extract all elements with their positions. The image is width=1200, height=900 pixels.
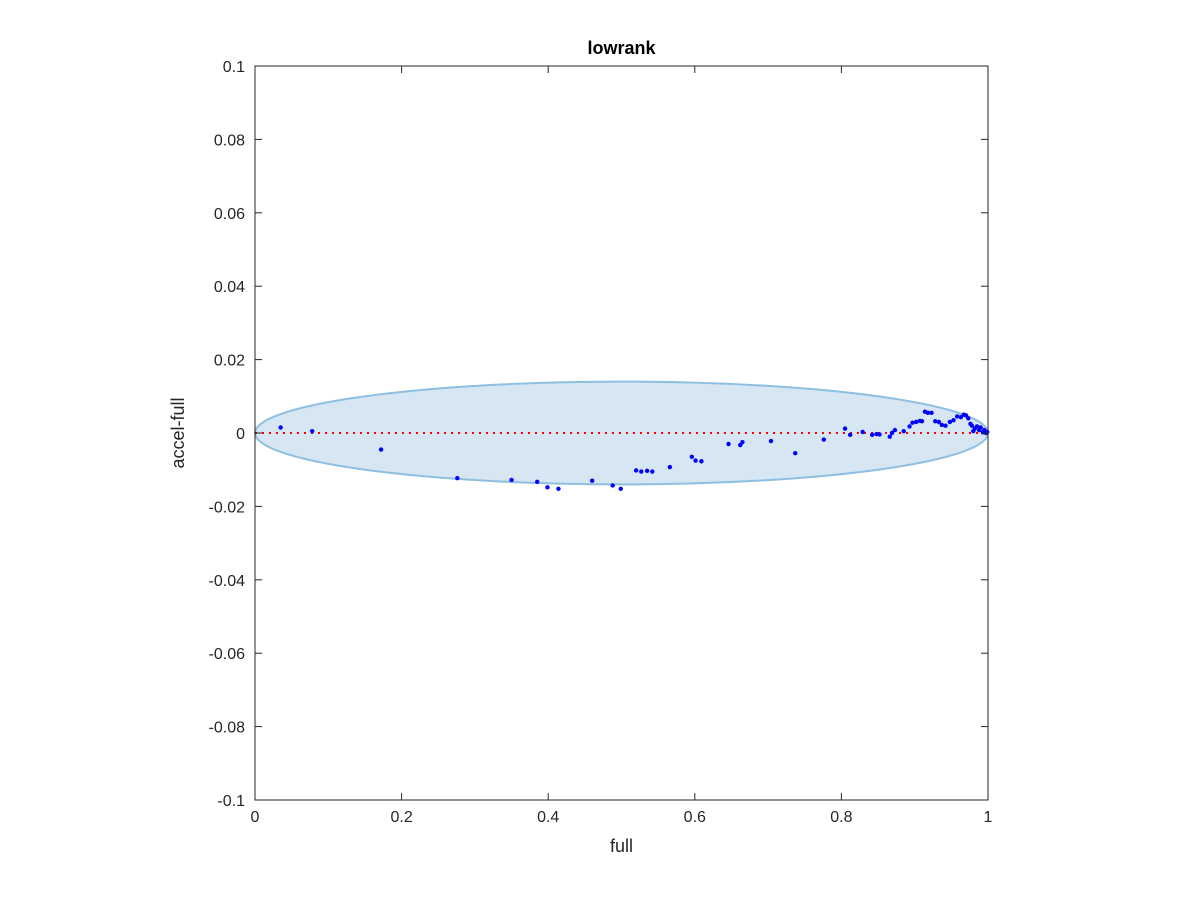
y-tick-label: 0.1 [223, 59, 245, 76]
data-point [726, 441, 731, 447]
data-point [933, 419, 938, 424]
data-point [969, 423, 975, 428]
data-point [974, 424, 980, 429]
data-point [958, 415, 964, 420]
axis-ticks: 0 0.2 0.4 0.6 0.8 1 -0.1 -0.08 -0.06 -0.04 -0.02 0 0… [209, 59, 993, 826]
x-tick-label: 1 [984, 809, 993, 826]
data-point [455, 475, 460, 481]
data-point [907, 424, 912, 429]
chart-title: lowrank [587, 38, 656, 58]
data-point [309, 428, 315, 434]
data-point [978, 425, 983, 430]
data-point [913, 419, 919, 425]
data-point [966, 416, 971, 421]
data-point [887, 434, 892, 439]
data-point [943, 423, 948, 428]
data-point [633, 468, 639, 473]
y-tick-label: 0 [236, 426, 245, 443]
data-point [509, 477, 514, 483]
data-point [378, 447, 384, 452]
data-point [889, 430, 895, 436]
data-point [699, 459, 704, 464]
data-point [644, 468, 650, 474]
data-point [910, 420, 915, 425]
data-point [740, 439, 745, 445]
y-tick-label: 0.02 [214, 353, 245, 370]
data-point [842, 426, 848, 431]
axes-frame [254, 65, 989, 801]
data-point [667, 464, 673, 470]
data-point [892, 427, 898, 433]
y-tick-label: 0.06 [214, 206, 245, 223]
y-tick-label: 0.04 [214, 279, 245, 296]
y-tick-label: -0.02 [209, 499, 246, 516]
data-point [869, 432, 875, 438]
data-point [793, 450, 798, 456]
x-axis-label: full [610, 836, 633, 856]
data-point [535, 479, 540, 485]
x-tick-label: 0.8 [830, 809, 852, 826]
data-point [556, 486, 561, 491]
data-point [650, 469, 655, 474]
data-point [768, 438, 774, 444]
y-tick-label: -0.04 [209, 573, 246, 590]
y-axis-label: accel-full [168, 397, 188, 468]
data-point [947, 419, 953, 425]
y-tick-label: -0.08 [209, 720, 246, 737]
data-point [847, 432, 853, 438]
y-tick-label: 0.08 [214, 132, 245, 149]
y-tick-label: -0.1 [217, 793, 245, 810]
data-point [610, 483, 615, 488]
data-point [877, 432, 882, 437]
data-point [860, 429, 865, 435]
data-point [278, 425, 283, 430]
data-point [639, 469, 644, 474]
data-point [955, 414, 960, 419]
data-point [939, 422, 945, 428]
data-point [919, 419, 925, 424]
x-tick-label: 0.2 [390, 809, 412, 826]
data-point [925, 410, 931, 416]
x-tick-label: 0.6 [684, 809, 706, 826]
data-point [936, 419, 942, 425]
data-point [821, 437, 827, 442]
data-point [901, 428, 906, 434]
data-point [618, 486, 623, 491]
data-point [689, 454, 695, 460]
data-point [693, 458, 698, 463]
data-point [929, 410, 934, 416]
x-tick-label: 0.4 [537, 809, 559, 826]
x-tick-label: 0 [251, 809, 260, 826]
y-tick-label: -0.06 [209, 646, 246, 663]
data-point [589, 478, 595, 483]
data-point [545, 485, 550, 490]
data-point [951, 417, 956, 423]
